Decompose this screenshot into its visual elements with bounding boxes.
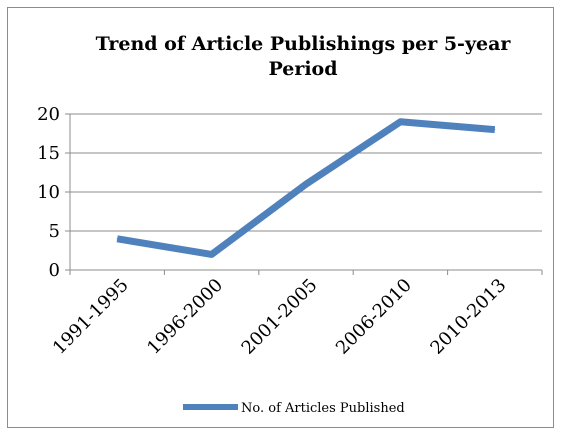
gridlines <box>70 113 542 232</box>
y-tick-label-15: 15 <box>37 143 60 164</box>
x-tick-label-4: 2010-2013 <box>426 275 510 359</box>
y-tick-label-0: 0 <box>49 260 60 281</box>
y-axis-tick-labels: 0 5 10 15 20 <box>37 104 60 281</box>
data-point-0-4 <box>494 129 496 131</box>
x-tick-label-1: 1996-2000 <box>143 275 227 359</box>
chart-title-line-2: Period <box>268 58 337 80</box>
chart-title-line-1: Trend of Article Publishings per 5-year <box>96 33 512 55</box>
axes <box>65 113 543 275</box>
series-line-0 <box>116 118 496 258</box>
legend: No. of Articles Published <box>183 401 405 416</box>
data-point-0-2 <box>305 183 307 185</box>
chart-frame <box>7 7 554 428</box>
series-layer <box>116 118 496 258</box>
legend-label: No. of Articles Published <box>241 401 405 416</box>
data-point-0-0 <box>116 238 118 240</box>
y-tick-label-5: 5 <box>49 221 60 242</box>
data-point-0-3 <box>399 121 401 123</box>
y-tick-label-10: 10 <box>37 182 60 203</box>
x-tick-label-0: 1991-1995 <box>49 275 133 359</box>
x-tick-label-2: 2001-2005 <box>238 275 322 359</box>
x-tick-label-3: 2006-2010 <box>332 275 416 359</box>
y-tick-label-20: 20 <box>37 104 60 125</box>
data-point-0-1 <box>211 253 213 255</box>
x-axis-tick-labels: 1991-1995 1996-2000 2001-2005 2006-2010 2010… <box>49 275 511 359</box>
